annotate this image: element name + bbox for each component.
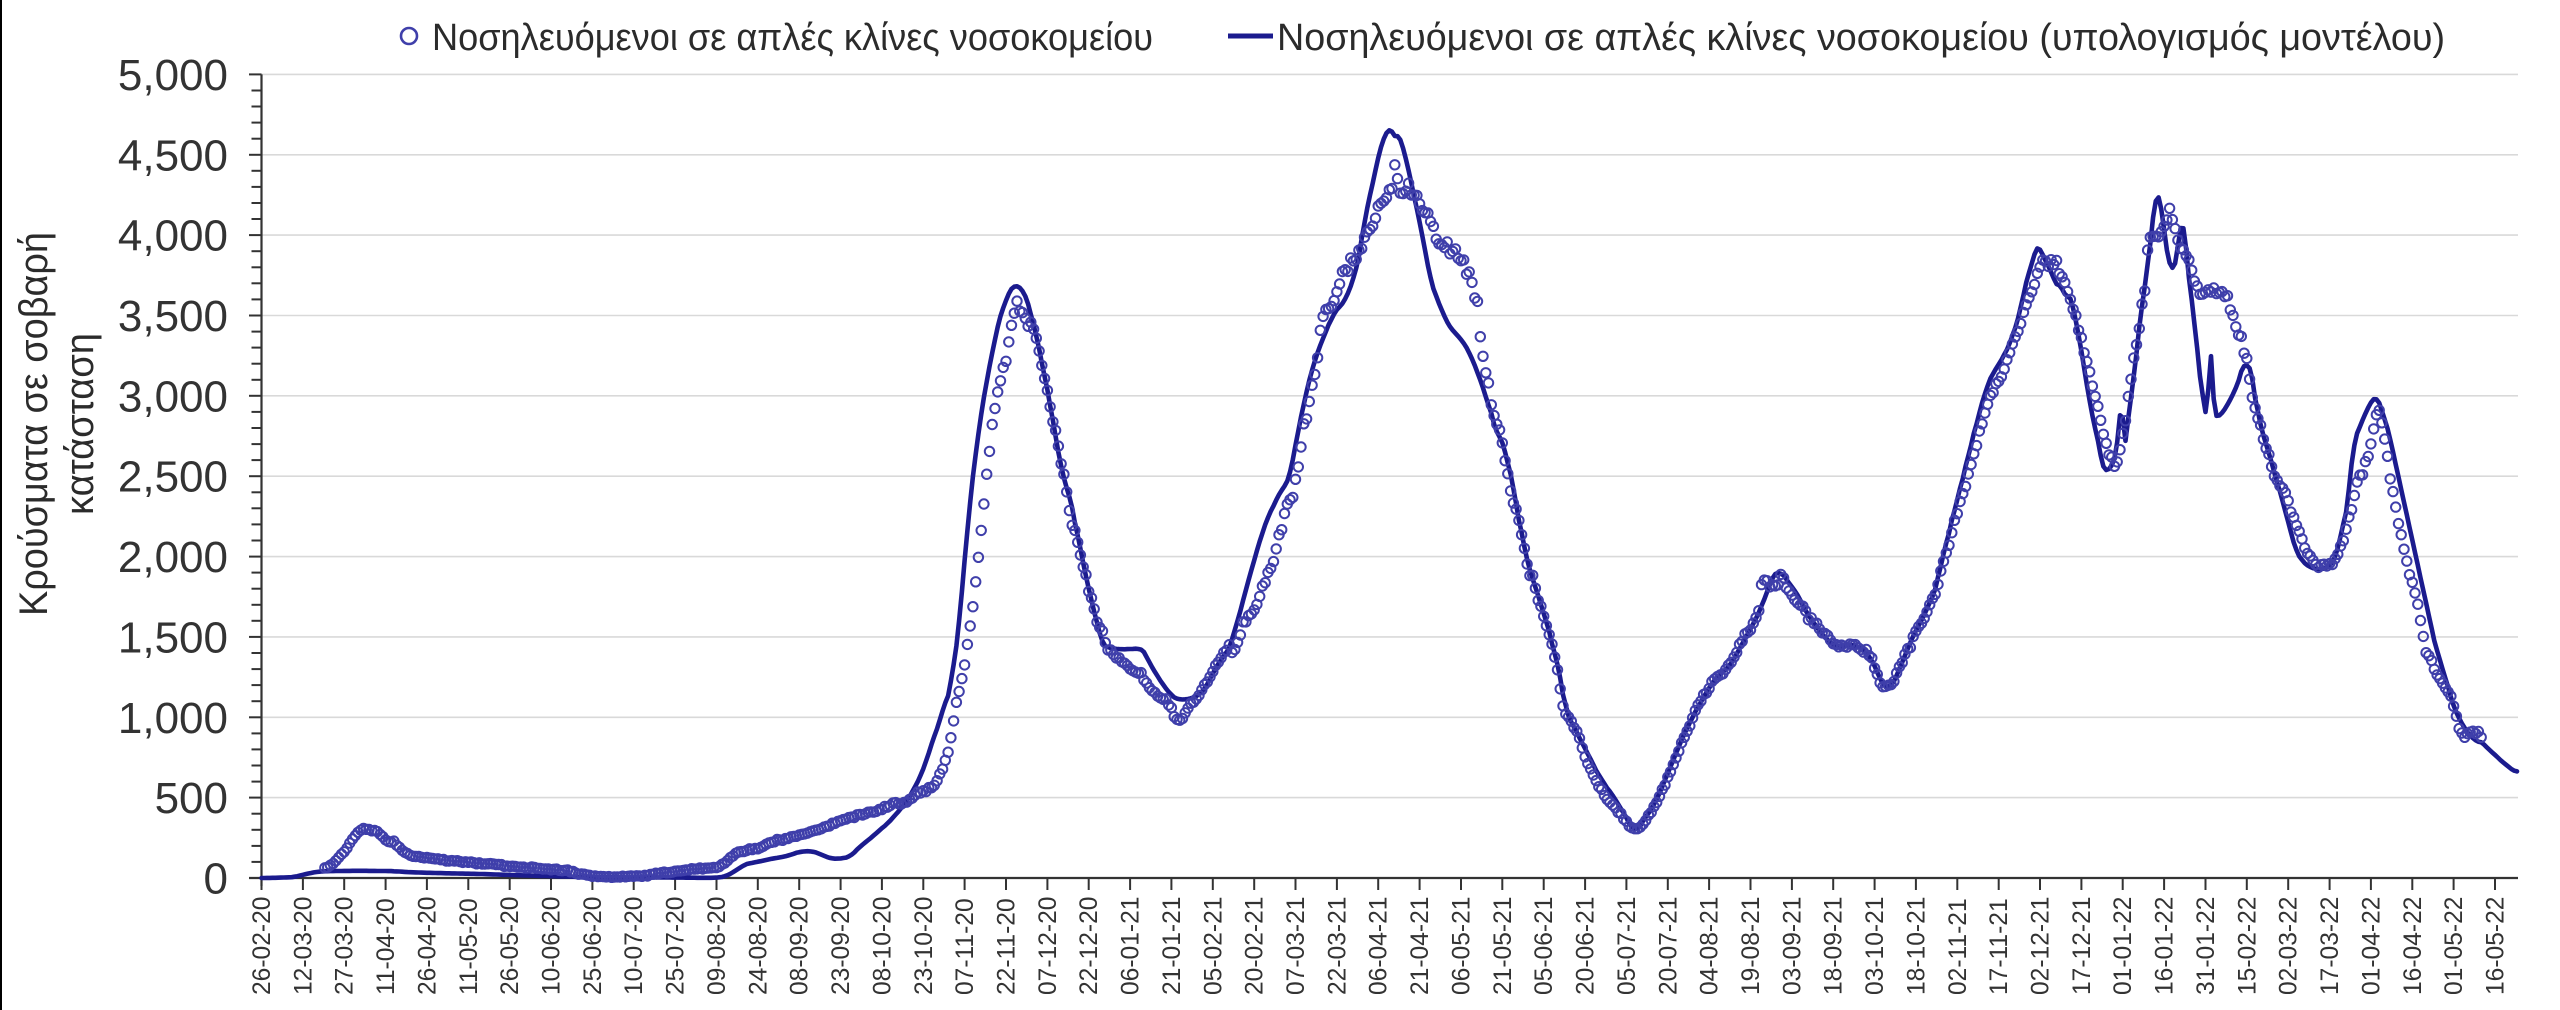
svg-text:07-12-20: 07-12-20 [1035, 897, 1062, 995]
svg-text:23-09-20: 23-09-20 [828, 897, 855, 995]
svg-text:15-02-22: 15-02-22 [2234, 897, 2261, 995]
svg-text:22-03-21: 22-03-21 [1324, 897, 1351, 995]
svg-text:21-01-21: 21-01-21 [1159, 897, 1186, 995]
svg-text:2,500: 2,500 [118, 453, 228, 502]
svg-text:16-05-22: 16-05-22 [2483, 897, 2510, 995]
svg-text:18-10-21: 18-10-21 [1903, 897, 1930, 995]
svg-text:05-07-21: 05-07-21 [1614, 897, 1641, 995]
svg-text:01-01-22: 01-01-22 [2110, 897, 2137, 995]
svg-text:23-10-20: 23-10-20 [911, 897, 938, 995]
svg-text:17-12-21: 17-12-21 [2069, 897, 2096, 995]
svg-text:18-09-21: 18-09-21 [1821, 897, 1848, 995]
svg-text:20-06-21: 20-06-21 [1573, 897, 1600, 995]
svg-text:26-05-20: 26-05-20 [497, 897, 524, 995]
svg-text:08-09-20: 08-09-20 [787, 897, 814, 995]
svg-text:02-03-22: 02-03-22 [2276, 897, 2303, 995]
svg-text:03-09-21: 03-09-21 [1779, 897, 1806, 995]
svg-text:25-06-20: 25-06-20 [580, 897, 607, 995]
svg-text:09-08-20: 09-08-20 [704, 897, 731, 995]
svg-text:26-02-20: 26-02-20 [249, 897, 276, 995]
svg-text:26-04-20: 26-04-20 [414, 897, 441, 995]
svg-text:16-04-22: 16-04-22 [2400, 897, 2427, 995]
svg-text:01-04-22: 01-04-22 [2358, 897, 2385, 995]
svg-text:5,000: 5,000 [118, 51, 228, 100]
svg-text:4,500: 4,500 [118, 131, 228, 180]
svg-text:17-11-21: 17-11-21 [1986, 898, 2013, 995]
svg-text:10-07-20: 10-07-20 [621, 897, 648, 995]
svg-text:27-03-20: 27-03-20 [332, 897, 359, 995]
svg-text:01-05-22: 01-05-22 [2441, 897, 2468, 995]
svg-text:12-03-20: 12-03-20 [290, 897, 317, 995]
svg-text:06-01-21: 06-01-21 [1118, 897, 1145, 995]
svg-text:3,000: 3,000 [118, 372, 228, 421]
svg-text:22-11-20: 22-11-20 [994, 898, 1021, 995]
svg-text:24-08-20: 24-08-20 [745, 897, 772, 995]
svg-text:Κρούσματα σε σοβαρή: Κρούσματα σε σοβαρή [12, 232, 56, 616]
svg-text:20-07-21: 20-07-21 [1655, 897, 1682, 995]
svg-text:16-01-22: 16-01-22 [2152, 897, 2179, 995]
svg-text:3,500: 3,500 [118, 292, 228, 341]
svg-text:25-07-20: 25-07-20 [663, 897, 690, 995]
svg-text:500: 500 [155, 774, 228, 823]
svg-text:20-02-21: 20-02-21 [1242, 897, 1269, 995]
svg-text:06-05-21: 06-05-21 [1449, 897, 1476, 995]
svg-text:21-04-21: 21-04-21 [1407, 897, 1434, 995]
svg-text:05-02-21: 05-02-21 [1200, 897, 1227, 995]
svg-text:1,000: 1,000 [118, 694, 228, 743]
svg-text:4,000: 4,000 [118, 212, 228, 261]
svg-text:04-08-21: 04-08-21 [1697, 897, 1724, 995]
svg-text:10-06-20: 10-06-20 [539, 897, 566, 995]
svg-text:07-11-20: 07-11-20 [952, 898, 979, 995]
svg-text:11-04-20: 11-04-20 [373, 898, 400, 995]
svg-text:02-12-21: 02-12-21 [2028, 897, 2055, 995]
svg-text:05-06-21: 05-06-21 [1531, 897, 1558, 995]
svg-text:22-12-20: 22-12-20 [1076, 897, 1103, 995]
svg-text:2,000: 2,000 [118, 533, 228, 582]
svg-text:11-05-20: 11-05-20 [456, 898, 483, 995]
svg-text:21-05-21: 21-05-21 [1490, 897, 1517, 995]
svg-text:31-01-22: 31-01-22 [2193, 897, 2220, 995]
svg-text:κατάσταση: κατάσταση [58, 333, 102, 515]
svg-text:17-03-22: 17-03-22 [2317, 897, 2344, 995]
svg-text:Νοσηλευόμενοι σε απλές κλίνες: Νοσηλευόμενοι σε απλές κλίνες νοσοκομείο… [1277, 17, 2445, 59]
svg-text:Νοσηλευόμενοι σε απλές κλίνες: Νοσηλευόμενοι σε απλές κλίνες νοσοκομείο… [432, 17, 1153, 59]
svg-text:07-03-21: 07-03-21 [1283, 897, 1310, 995]
svg-text:06-04-21: 06-04-21 [1366, 897, 1393, 995]
svg-text:03-10-21: 03-10-21 [1862, 897, 1889, 995]
svg-text:08-10-20: 08-10-20 [869, 897, 896, 995]
svg-text:0: 0 [204, 855, 228, 904]
svg-text:1,500: 1,500 [118, 613, 228, 662]
svg-text:02-11-21: 02-11-21 [1945, 898, 1972, 995]
svg-text:19-08-21: 19-08-21 [1738, 897, 1765, 995]
